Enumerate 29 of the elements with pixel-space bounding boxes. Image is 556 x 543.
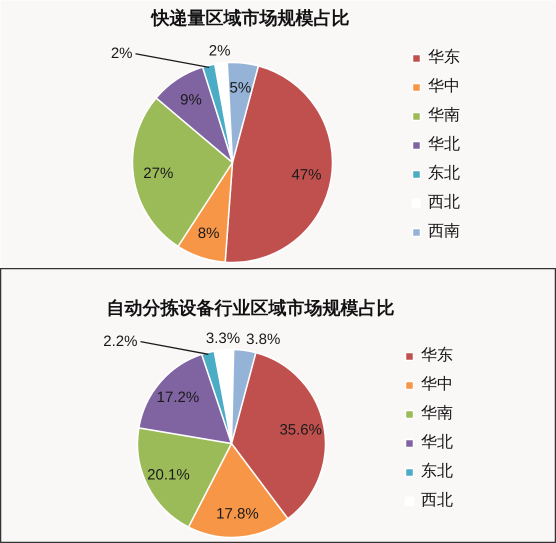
data-label: 2% (208, 42, 230, 60)
data-label: 27% (143, 164, 174, 182)
data-label: 20.1% (147, 466, 190, 484)
data-label: 17.8% (216, 505, 259, 522)
data-label: 5% (230, 79, 252, 96)
data-label: 35.6% (279, 422, 322, 439)
legend-label: 东北 (421, 461, 453, 482)
legend-label: 华南 (428, 105, 460, 126)
data-label: 17.2% (156, 389, 200, 406)
chart-title: 快递量区域市场规模占比 (150, 8, 350, 29)
chart-title: 自动分拣设备行业区域市场规模占比 (106, 298, 395, 319)
legend-label: 华中 (421, 374, 453, 395)
data-label: 8% (198, 225, 220, 242)
legend-label: 东北 (428, 163, 460, 184)
legend-label: 华东 (428, 47, 460, 68)
legend-label: 西北 (428, 192, 460, 213)
data-label: 2.2% (103, 333, 138, 350)
legend-label: 华中 (428, 76, 460, 97)
data-label: 9% (180, 92, 202, 109)
data-label: 47% (291, 166, 322, 184)
legend-label: 华东 (421, 345, 453, 366)
legend-label: 华南 (421, 403, 453, 424)
data-label: 2% (110, 45, 133, 62)
legend-label: 西北 (421, 490, 453, 511)
legend-label: 华北 (428, 134, 460, 155)
legend-label: 华北 (421, 432, 453, 453)
legend-label: 西南 (428, 221, 460, 242)
data-label: 3.3% (206, 330, 240, 348)
data-label: 3.8% (246, 330, 280, 348)
